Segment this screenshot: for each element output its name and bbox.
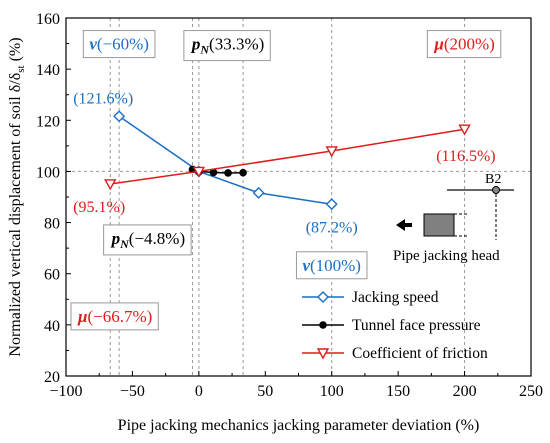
data-label: (87.2%) [306,219,358,236]
annotation-mu_plus: μ(200%) [426,30,502,59]
marker-diamond [252,186,265,199]
x-tick-label: 200 [453,383,477,400]
legend-entry-0: Jacking speed [302,289,439,306]
marker-triangle [325,146,338,158]
annotation-text: pN(−4.8%) [110,229,186,251]
x-tick-label: 50 [257,383,273,400]
y-tick-label: 60 [44,267,60,284]
series-0 [113,110,338,211]
marker-circle [224,169,232,177]
annotation-box [82,30,156,59]
marker-triangle [104,179,117,191]
marker-triangle [458,124,471,136]
x-tick-label: 100 [320,383,344,400]
marker-circle [209,168,218,177]
legend-label: Tunnel face pressure [352,317,481,334]
legend-label: Coefficient of friction [352,345,488,362]
x-tick-label: −50 [120,383,145,400]
data-label: (116.5%) [436,148,495,165]
jacking-direction-arrow-shaft [404,223,412,227]
annotation-box [295,251,368,280]
annotation-pn_minus: pN(−4.8%) [103,224,192,256]
legend-entry-1: Tunnel face pressure [302,317,481,334]
series-layer [104,110,471,211]
annotation-box [426,30,502,59]
marker-circle [319,321,327,329]
x-tick-label: 250 [519,383,543,400]
axes: −100 −50 0 50 100 150 200 250 20 40 60 80 100 120 140 1… [36,11,543,400]
y-tick-label: 140 [36,62,60,79]
annotation-text: pN(33.3%) [190,35,264,57]
annotation-v_minus: v(−60%) [82,30,156,59]
pipe-head [423,213,455,237]
annotation-mu_minus: μ(−66.7%) [70,302,159,331]
annotation-v_plus: v(100%) [295,251,368,280]
marker-diamond [325,198,338,211]
series-line [110,128,465,185]
data-label: (95.1%) [73,199,125,216]
series-line [118,115,332,205]
monitor-point-b2 [492,186,500,194]
marker-triangle [316,348,330,360]
legend-entry-2: Coefficient of friction [302,345,488,362]
marker-circle [239,168,247,177]
y-tick-label: 160 [36,11,60,28]
annotation-text: μ(200%) [433,35,494,54]
annotation-text: μ(−66.7%) [77,307,152,326]
y-tick-label: 120 [36,113,60,130]
annotation-text: v(100%) [302,256,361,275]
legend-label: Jacking speed [352,289,439,306]
series-2 [104,124,471,191]
y-tick-label: 20 [44,369,60,386]
annotation-box [103,224,192,256]
annotation-layer: v(−60%) pN(33.3%) μ(200%) pN(−4.8%) v(100%) μ… [70,30,502,331]
inset-caption: Pipe jacking head [393,248,500,264]
jacking-direction-arrow-icon [396,219,405,231]
y-tick-label: 100 [36,164,60,181]
x-tick-label: −100 [49,383,82,400]
x-tick-label: 150 [386,383,410,400]
y-axis-label: Normalized vertical displacement of soil… [7,37,27,356]
annotation-text: v(−60%) [89,35,149,54]
inset-diagram: B2 Pipe jacking head [393,172,514,264]
annotation-box [70,302,159,331]
marker-diamond [113,110,126,123]
monitor-point-label: B2 [485,172,501,187]
annotation-pn_plus: pN(33.3%) [183,30,271,62]
y-tick-label: 40 [44,318,60,335]
x-axis-label: Pipe jacking mechanics jacking parameter… [118,417,480,434]
marker-diamond [317,291,329,303]
legend: Jacking speed Tunnel face pressure Coeffic… [302,289,488,362]
y-tick-label: 80 [44,216,60,233]
annotation-box [183,30,271,62]
data-label-layer: (121.6%) (116.5%) (95.1%) (87.2%) [73,90,495,236]
marker-triangle [192,166,206,178]
x-tick-label: 0 [195,383,203,400]
data-label: (121.6%) [73,90,133,107]
